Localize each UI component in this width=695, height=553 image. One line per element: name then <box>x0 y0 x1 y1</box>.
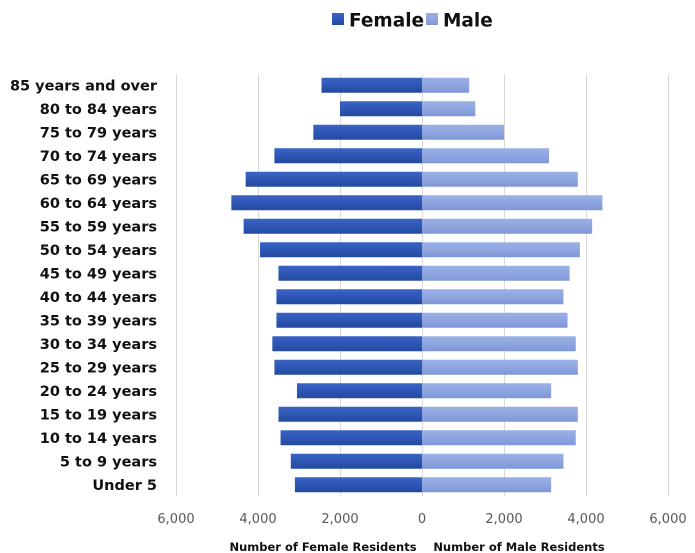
category-label: 75 to 79 years <box>40 125 157 141</box>
x-tick-label: 6,000 <box>157 512 194 527</box>
category-label: 80 to 84 years <box>40 102 157 118</box>
legend-swatch-male <box>426 13 438 25</box>
legend: Female Male <box>332 11 493 32</box>
x-axis-ticks: 6,000 4,000 2,000 0 2,000 4,000 6,000 <box>157 512 686 527</box>
bar-male <box>422 359 578 375</box>
x-tick-label: 4,000 <box>239 512 276 527</box>
legend-swatch-female <box>332 13 344 25</box>
bar-male <box>422 195 603 211</box>
bar-female <box>296 383 422 399</box>
x-axis-title-female: Number of Female Residents <box>229 540 416 553</box>
bar-male <box>422 383 552 399</box>
bar-female <box>290 453 422 469</box>
bar-male <box>422 77 470 93</box>
x-axis-title-male: Number of Male Residents <box>433 540 605 553</box>
bar-female <box>272 336 422 352</box>
category-label: 5 to 9 years <box>60 454 157 470</box>
bar-female <box>274 148 422 164</box>
category-label: 20 to 24 years <box>40 384 157 400</box>
bar-male <box>422 477 552 493</box>
bar-female <box>294 477 422 493</box>
category-label: 30 to 34 years <box>40 337 157 353</box>
x-tick-label: 0 <box>418 512 426 527</box>
bar-female <box>231 195 422 211</box>
bar-female <box>313 124 422 140</box>
x-tick-label: 2,000 <box>321 512 358 527</box>
bar-male <box>422 101 476 117</box>
x-tick-label: 4,000 <box>567 512 604 527</box>
x-tick-label: 6,000 <box>649 512 686 527</box>
bar-female <box>276 289 422 305</box>
bar-female <box>278 406 422 422</box>
category-labels: 85 years and over 80 to 84 years 75 to 79 … <box>10 78 158 494</box>
bar-male <box>422 289 564 305</box>
bars <box>231 77 603 493</box>
bar-male <box>422 430 576 446</box>
bar-female <box>321 77 422 93</box>
bar-male <box>422 453 564 469</box>
bar-female <box>278 265 422 281</box>
category-label: 45 to 49 years <box>40 266 157 282</box>
bar-male <box>422 242 580 258</box>
bar-female <box>276 312 422 328</box>
axis-titles: Number of Female Residents Number of Mal… <box>229 540 604 553</box>
category-label: 25 to 29 years <box>40 360 157 376</box>
category-label: Under 5 <box>92 478 157 494</box>
bar-male <box>422 406 578 422</box>
bar-male <box>422 336 576 352</box>
gridlines <box>176 74 669 496</box>
category-label: 15 to 19 years <box>40 407 157 423</box>
legend-label-male: Male <box>443 11 493 32</box>
legend-label-female: Female <box>349 11 424 32</box>
bar-male <box>422 312 568 328</box>
category-label: 40 to 44 years <box>40 290 157 306</box>
x-tick-label: 2,000 <box>485 512 522 527</box>
bar-male <box>422 148 550 164</box>
bar-male <box>422 218 593 234</box>
bar-male <box>422 265 570 281</box>
bar-female <box>274 359 422 375</box>
category-label: 70 to 74 years <box>40 149 157 165</box>
category-label: 60 to 64 years <box>40 196 157 212</box>
bar-female <box>243 218 422 234</box>
category-label: 35 to 39 years <box>40 313 157 329</box>
category-label: 65 to 69 years <box>40 172 157 188</box>
category-label: 10 to 14 years <box>40 431 157 447</box>
category-label: 85 years and over <box>10 78 158 94</box>
bar-male <box>422 124 504 140</box>
category-label: 50 to 54 years <box>40 243 157 259</box>
bar-male <box>422 171 578 187</box>
bar-female <box>340 101 422 117</box>
bar-female <box>260 242 422 258</box>
category-label: 55 to 59 years <box>40 219 157 235</box>
bar-female <box>280 430 422 446</box>
bar-female <box>245 171 422 187</box>
